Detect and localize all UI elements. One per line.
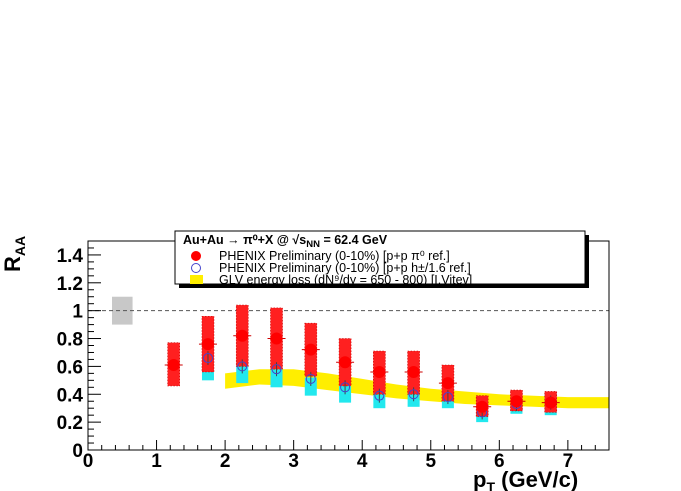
legend-title-tail: = 62.4 GeV bbox=[320, 233, 388, 247]
x-axis-title: pT (GeV/c) bbox=[473, 467, 578, 491]
pi0-ref-point bbox=[236, 329, 249, 342]
hadron-ref-point bbox=[202, 353, 213, 364]
x-axis-title-sub: T bbox=[486, 479, 495, 491]
legend-box bbox=[174, 230, 586, 285]
legend-marker-filled-circle bbox=[191, 251, 201, 261]
x-tick-label: 4 bbox=[357, 451, 368, 472]
legend-entry-3: GLV energy loss (dN⁹/dy = 650 - 800) [I.… bbox=[219, 273, 472, 287]
legend-title-sub: NN bbox=[306, 239, 320, 250]
x-tick-label: 6 bbox=[494, 451, 505, 472]
pi0-ref-point bbox=[510, 395, 523, 408]
pi0-ref-point bbox=[441, 377, 454, 390]
hadron-ref-point bbox=[271, 364, 282, 375]
legend-marker-open-circle bbox=[191, 263, 201, 273]
y-tick-label: 0.8 bbox=[57, 330, 83, 351]
y-tick-label: 0.4 bbox=[57, 385, 84, 406]
global-uncertainty-layer bbox=[111, 296, 133, 325]
hadron-ref-sys-box bbox=[201, 371, 214, 381]
y-axis-title-main: R bbox=[0, 256, 25, 272]
x-tick-label: 7 bbox=[563, 451, 574, 472]
legend-title-main: Au+Au → π⁰+X @ √s bbox=[183, 233, 306, 247]
y-tick-label: 0 bbox=[72, 441, 83, 462]
y-tick-label: 0.6 bbox=[57, 357, 83, 378]
global-uncertainty-box bbox=[111, 296, 133, 325]
hadron-ref-point bbox=[442, 392, 453, 403]
hadron-ref-point bbox=[408, 389, 419, 400]
y-tick-label: 1 bbox=[72, 302, 83, 323]
axis-ticks-layer: 0 1 2 3 4 5 6 700.20.40.60.811.21.4 bbox=[57, 240, 610, 472]
y-tick-label: 1.2 bbox=[57, 274, 83, 295]
x-tick-label: 0 bbox=[83, 451, 94, 472]
pi0-ref-point bbox=[476, 400, 489, 413]
pi0-ref-point bbox=[167, 359, 180, 372]
hadron-ref-point bbox=[340, 382, 351, 393]
hadron-ref-point bbox=[237, 361, 248, 372]
x-axis-title-unit: (GeV/c) bbox=[495, 467, 578, 491]
y-tick-label: 1.4 bbox=[57, 246, 84, 267]
legend-marker-band bbox=[190, 275, 203, 284]
hadron-ref-sys-box bbox=[270, 369, 283, 388]
x-tick-label: 5 bbox=[425, 451, 436, 472]
legend: Au+Au → π⁰+X @ √sNN = 62.4 GeV PHENIX Pr… bbox=[174, 230, 589, 288]
legend-entry-2: PHENIX Preliminary (0-10%) [p+p h±/1.6 r… bbox=[219, 261, 471, 275]
pi0-ref-point bbox=[407, 365, 420, 378]
pi0-ref-point bbox=[201, 338, 214, 351]
x-tick-label: 3 bbox=[288, 451, 299, 472]
pi0-ref-point bbox=[270, 332, 283, 345]
hadron-ref-point bbox=[305, 373, 316, 384]
y-axis-title: RAA bbox=[0, 236, 28, 272]
y-axis-title-sub: AA bbox=[12, 236, 28, 256]
y-tick-label: 0.2 bbox=[57, 413, 83, 434]
x-tick-label: 2 bbox=[220, 451, 231, 472]
hadron-ref-point bbox=[374, 390, 385, 401]
legend-entry-1: PHENIX Preliminary (0-10%) [p+p π⁰ ref.] bbox=[219, 249, 450, 263]
pi0-ref-points-layer bbox=[164, 329, 560, 413]
pi0-ref-point bbox=[339, 356, 352, 369]
x-tick-label: 1 bbox=[151, 451, 162, 472]
pi0-ref-point bbox=[544, 396, 557, 409]
pi0-ref-point bbox=[304, 343, 317, 356]
legend-title: Au+Au → π⁰+X @ √sNN = 62.4 GeV bbox=[183, 233, 388, 250]
pi0-ref-point bbox=[373, 365, 386, 378]
x-axis-title-main: p bbox=[473, 467, 486, 491]
y-axis-title-group: RAA bbox=[0, 236, 28, 272]
